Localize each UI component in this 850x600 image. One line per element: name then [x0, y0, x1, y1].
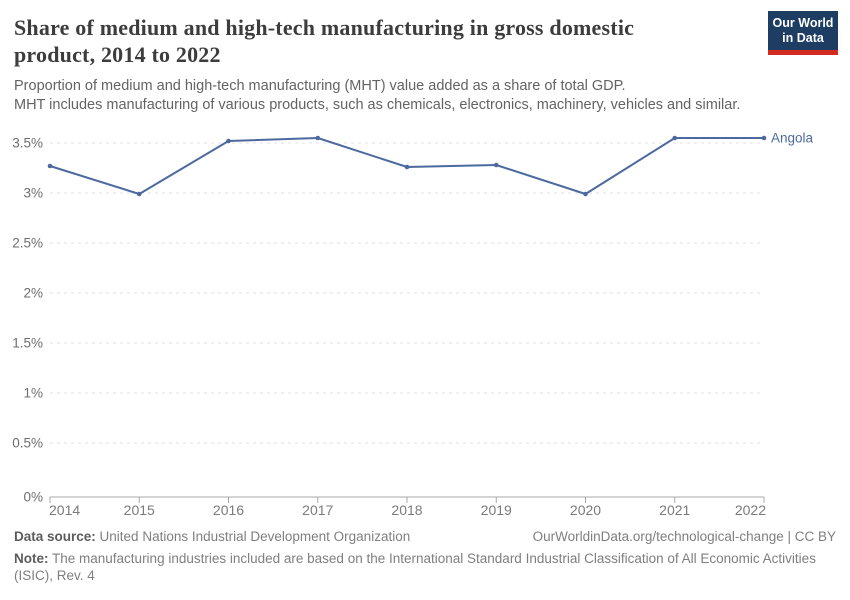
x-tick-label: 2022	[735, 502, 766, 518]
note-label: Note:	[14, 551, 49, 566]
x-tick-label: 2018	[391, 502, 422, 518]
footer-row: Data source: United Nations Industrial D…	[14, 528, 836, 545]
owid-logo[interactable]: Our World in Data	[768, 11, 838, 55]
chart-note: Note: The manufacturing industries inclu…	[14, 550, 836, 584]
x-tick-label: 2014	[49, 502, 80, 518]
data-source: Data source: United Nations Industrial D…	[14, 528, 410, 545]
data-point[interactable]	[493, 162, 499, 168]
note-text: The manufacturing industries included ar…	[14, 551, 816, 583]
y-tick-label: 3.5%	[12, 136, 43, 151]
y-tick-label: 2.5%	[12, 236, 43, 251]
data-point[interactable]	[404, 164, 410, 170]
data-source-label: Data source:	[14, 529, 96, 544]
line-chart: 0% 0.5% 1% 1.5% 2% 2.5% 3% 3.5% 2014 2015 2016 2017…	[12, 131, 814, 519]
y-tick-label: 3%	[23, 186, 43, 201]
data-point[interactable]	[226, 138, 231, 144]
y-tick-label: 0.5%	[12, 436, 43, 451]
chart-header-text: Share of medium and high-tech manufactur…	[14, 14, 740, 114]
series-end-label: Angola	[771, 131, 814, 146]
data-point[interactable]	[583, 191, 588, 197]
x-tick-label: 2021	[659, 502, 690, 518]
x-tick-label: 2020	[570, 502, 601, 518]
data-point[interactable]	[761, 135, 767, 141]
chart-subtitle-line-1: Proportion of medium and high-tech manuf…	[14, 78, 626, 94]
x-tick-label: 2016	[213, 502, 244, 518]
x-tick-label: 2019	[481, 502, 512, 518]
chart-title: Share of medium and high-tech manufactur…	[14, 15, 635, 67]
y-tick-label: 0%	[23, 490, 43, 505]
owid-logo-line-1: Our World	[772, 16, 834, 30]
data-point[interactable]	[136, 191, 142, 197]
data-point[interactable]	[672, 135, 678, 141]
chart-header: Share of medium and high-tech manufactur…	[0, 0, 850, 114]
x-tick-label: 2015	[124, 502, 155, 518]
owid-logo-line-2: in Data	[782, 31, 824, 45]
y-tick-label: 1.5%	[12, 336, 43, 351]
chart-subtitle-line-2: MHT includes manufacturing of various pr…	[14, 96, 741, 113]
license-link[interactable]: OurWorldinData.org/technological-change …	[532, 529, 836, 544]
x-tick-label: 2017	[302, 502, 333, 518]
y-tick-label: 2%	[23, 286, 43, 301]
data-source-text: United Nations Industrial Development Or…	[99, 529, 411, 544]
data-point[interactable]	[315, 135, 321, 141]
chart-footer: Data source: United Nations Industrial D…	[0, 518, 850, 584]
y-tick-label: 1%	[23, 386, 43, 401]
data-point[interactable]	[47, 163, 53, 169]
